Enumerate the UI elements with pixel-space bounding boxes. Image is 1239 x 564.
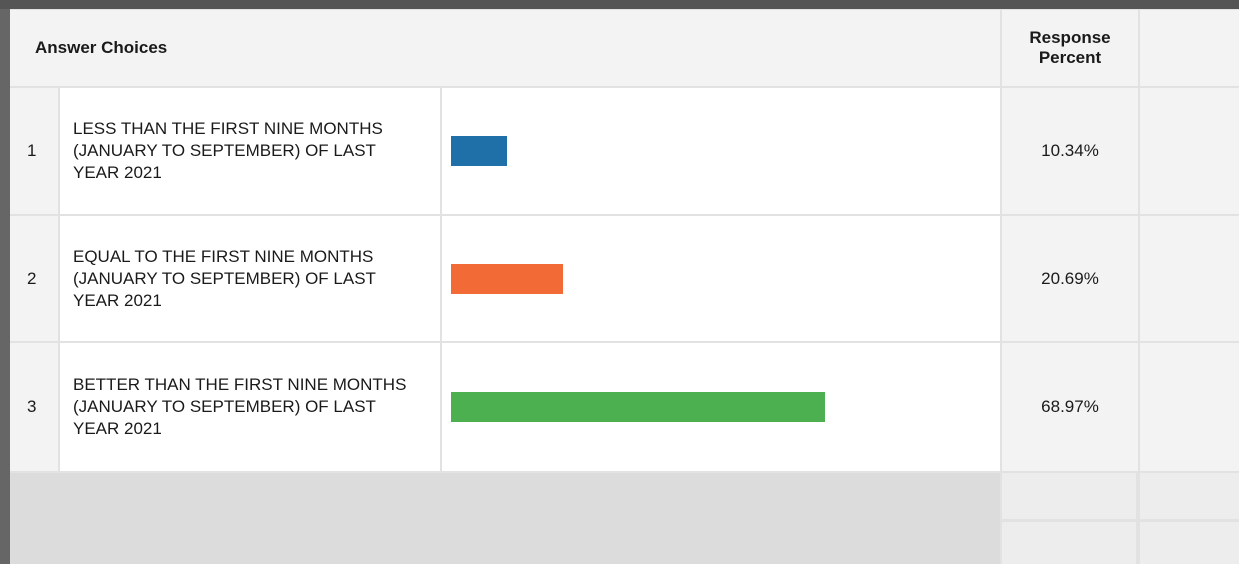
row-choice: EQUAL TO THE FIRST NINE MONTHS (JANUARY … (60, 216, 440, 341)
header-percent: Response Percent (1002, 10, 1138, 86)
row-extra (1140, 216, 1239, 341)
header-text: Response Percent (1029, 28, 1111, 67)
bar (451, 263, 564, 294)
row-extra (1140, 343, 1239, 471)
header-text: Answer Choices (35, 38, 168, 57)
row-percent: 68.97% (1002, 343, 1138, 471)
row-percent: 10.34% (1002, 88, 1138, 214)
bar (451, 136, 508, 166)
bar-cell (442, 88, 1000, 214)
top-bar (0, 0, 1239, 9)
row-index: 2 (10, 216, 58, 341)
left-border (0, 9, 10, 564)
bar-cell (442, 343, 1000, 471)
row-index: 1 (10, 88, 58, 214)
footer (10, 473, 1000, 564)
header-choices: Answer Choices (10, 10, 1000, 86)
row-choice: BETTER THAN THE FIRST NINE MONTHS (JANUA… (60, 343, 440, 471)
header-extra (1140, 10, 1239, 86)
row-index: 3 (10, 343, 58, 471)
row-choice: LESS THAN THE FIRST NINE MONTHS (JANUARY… (60, 88, 440, 214)
footer-cell (1140, 522, 1239, 564)
footer-cell (1002, 522, 1136, 564)
bar (451, 392, 825, 422)
footer-cell (1140, 473, 1239, 519)
row-percent: 20.69% (1002, 216, 1138, 341)
bar-cell (442, 216, 1000, 341)
row-extra (1140, 88, 1239, 214)
footer-cell (1002, 473, 1136, 519)
